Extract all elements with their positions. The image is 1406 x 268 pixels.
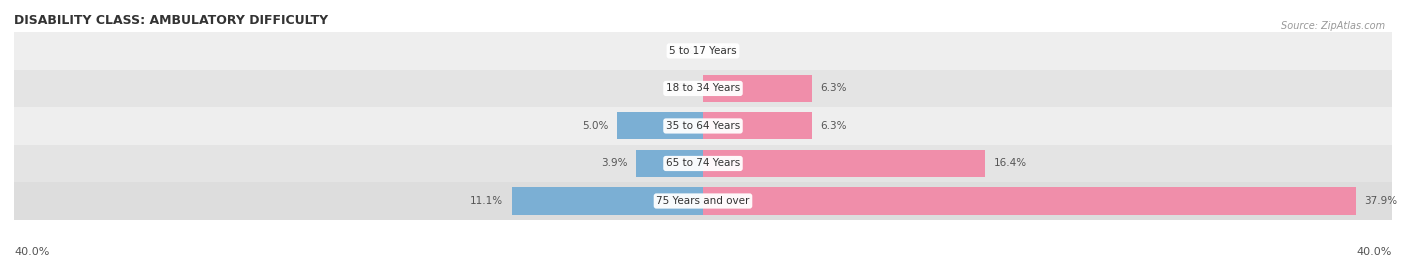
- Text: 35 to 64 Years: 35 to 64 Years: [666, 121, 740, 131]
- Bar: [703, 150, 986, 177]
- Text: 3.9%: 3.9%: [600, 158, 627, 169]
- Text: 5.0%: 5.0%: [582, 121, 609, 131]
- Bar: [14, 70, 1392, 107]
- Bar: [14, 145, 1392, 182]
- Text: 0.0%: 0.0%: [711, 46, 738, 56]
- Text: 11.1%: 11.1%: [470, 196, 503, 206]
- Bar: [703, 113, 811, 139]
- Text: 40.0%: 40.0%: [1357, 247, 1392, 257]
- Text: 40.0%: 40.0%: [14, 247, 49, 257]
- Text: 37.9%: 37.9%: [1364, 196, 1398, 206]
- Bar: [617, 113, 703, 139]
- Text: 16.4%: 16.4%: [994, 158, 1028, 169]
- Text: DISABILITY CLASS: AMBULATORY DIFFICULTY: DISABILITY CLASS: AMBULATORY DIFFICULTY: [14, 14, 328, 27]
- Text: 75 Years and over: 75 Years and over: [657, 196, 749, 206]
- Text: 0.0%: 0.0%: [668, 46, 695, 56]
- Bar: [14, 32, 1392, 70]
- Text: 5 to 17 Years: 5 to 17 Years: [669, 46, 737, 56]
- Text: 18 to 34 Years: 18 to 34 Years: [666, 83, 740, 94]
- Bar: [636, 150, 703, 177]
- Text: 65 to 74 Years: 65 to 74 Years: [666, 158, 740, 169]
- Bar: [14, 182, 1392, 220]
- Bar: [703, 75, 811, 102]
- Bar: [14, 107, 1392, 145]
- Bar: [703, 188, 1355, 214]
- Bar: [512, 188, 703, 214]
- Text: 6.3%: 6.3%: [820, 83, 846, 94]
- Text: 6.3%: 6.3%: [820, 121, 846, 131]
- Text: Source: ZipAtlas.com: Source: ZipAtlas.com: [1281, 21, 1385, 31]
- Text: 0.0%: 0.0%: [668, 83, 695, 94]
